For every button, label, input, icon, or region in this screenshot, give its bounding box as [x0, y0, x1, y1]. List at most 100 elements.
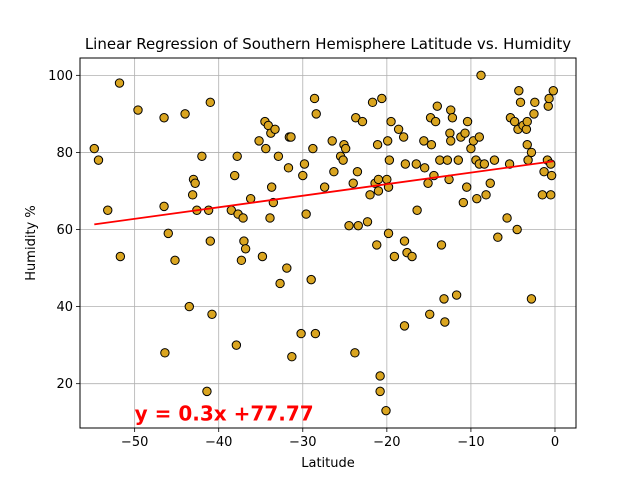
data-point: [257, 251, 268, 262]
x-tick-label: −10: [457, 435, 484, 450]
data-point: [522, 116, 532, 127]
data-point: [462, 182, 472, 192]
chart-title: Linear Regression of Southern Hemisphere…: [85, 35, 571, 53]
data-point: [399, 236, 410, 246]
data-point: [93, 155, 104, 165]
y-tick-label: 40: [56, 300, 73, 315]
data-point: [319, 182, 330, 192]
data-point: [515, 97, 526, 108]
y-tick-label: 100: [48, 69, 73, 84]
data-point: [362, 217, 373, 227]
data-point: [375, 386, 385, 397]
data-point: [353, 220, 363, 231]
data-point: [442, 155, 453, 165]
data-point: [133, 105, 143, 115]
data-point: [375, 371, 385, 381]
data-point: [446, 136, 456, 146]
data-point: [275, 278, 285, 289]
data-point: [382, 136, 393, 146]
data-point: [197, 151, 207, 161]
data-point: [261, 143, 271, 154]
y-axis-ticks: 20 40 60 80 100: [48, 69, 80, 392]
data-point: [430, 116, 441, 127]
data-point: [187, 190, 198, 200]
data-point: [239, 236, 249, 246]
data-point: [372, 240, 382, 250]
data-point: [306, 274, 316, 285]
data-point: [384, 155, 395, 165]
data-point: [400, 159, 411, 169]
data-point: [432, 101, 442, 111]
data-point: [309, 93, 320, 104]
data-point: [310, 328, 321, 339]
data-point: [548, 86, 559, 96]
data-point: [367, 97, 378, 108]
data-point: [412, 205, 422, 215]
data-point: [190, 178, 200, 188]
data-point: [338, 155, 348, 165]
data-point: [485, 178, 495, 188]
data-point: [425, 309, 435, 320]
data-point: [526, 147, 537, 158]
data-point: [299, 159, 310, 169]
data-point: [389, 251, 400, 262]
data-point: [509, 116, 520, 127]
data-point: [512, 224, 522, 235]
data-point: [266, 182, 277, 192]
data-point: [530, 97, 540, 108]
data-point: [539, 166, 549, 177]
data-point: [451, 290, 462, 300]
data-point: [283, 163, 294, 173]
x-axis-label: Latitude: [301, 456, 355, 471]
data-point: [479, 159, 490, 169]
y-tick-label: 20: [56, 377, 73, 392]
data-point: [327, 136, 337, 146]
data-point: [514, 86, 524, 96]
data-point: [377, 93, 387, 104]
data-point: [265, 213, 275, 223]
data-point: [296, 328, 306, 339]
data-point: [286, 132, 296, 142]
x-tick-label: −20: [373, 435, 400, 450]
data-point: [382, 174, 392, 185]
data-point: [89, 143, 99, 154]
data-point: [205, 97, 216, 108]
data-point: [466, 143, 476, 154]
y-axis-label: Humidity %: [24, 205, 39, 280]
data-point: [254, 136, 264, 146]
data-point: [458, 197, 469, 208]
data-point: [373, 174, 384, 185]
data-point: [103, 205, 113, 215]
regression-equation: y = 0.3x +77.77: [135, 401, 314, 425]
data-point: [411, 159, 421, 169]
data-point: [232, 151, 242, 161]
regression-line-group: [94, 160, 554, 226]
data-point: [311, 109, 321, 119]
data-point: [521, 124, 532, 135]
data-point: [502, 213, 512, 223]
data-point: [163, 228, 173, 239]
data-point: [481, 190, 491, 200]
data-point: [114, 78, 125, 88]
x-tick-label: −40: [205, 435, 232, 450]
data-point: [159, 201, 169, 212]
data-point: [184, 301, 194, 312]
regression-line: [94, 160, 554, 226]
y-tick-label: 80: [56, 146, 73, 161]
data-point: [170, 255, 180, 266]
data-point: [205, 236, 216, 246]
data-point: [546, 190, 556, 200]
data-point: [544, 93, 554, 104]
data-point: [180, 109, 190, 119]
plot-frame: [79, 57, 577, 429]
data-point: [270, 124, 280, 135]
data-point: [298, 170, 308, 181]
data-point: [462, 116, 473, 127]
data-point: [238, 213, 248, 223]
data-point: [446, 105, 456, 115]
y-tick-label: 60: [56, 223, 73, 238]
data-point: [493, 232, 503, 242]
data-point: [399, 321, 410, 331]
